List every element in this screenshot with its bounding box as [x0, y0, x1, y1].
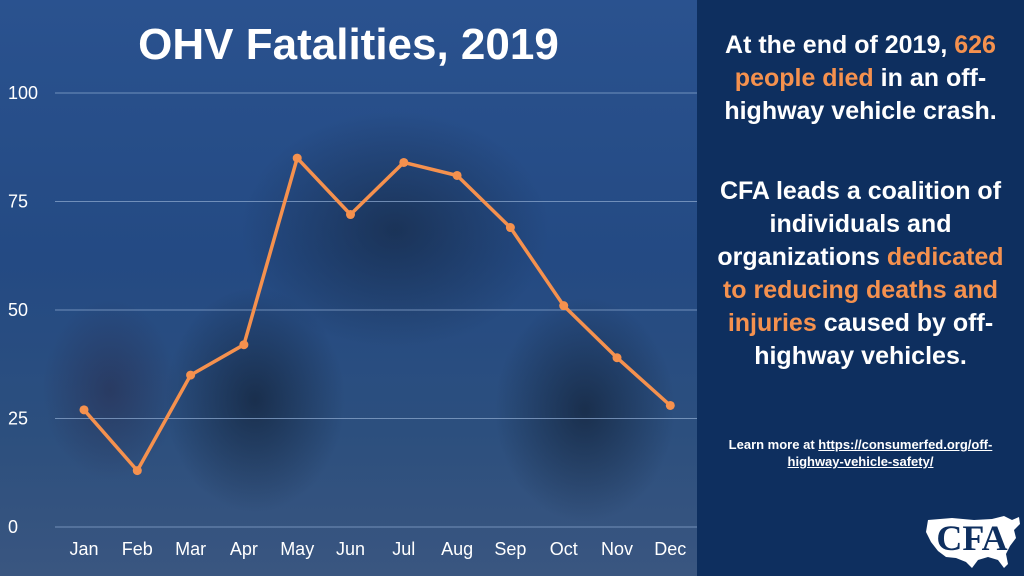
learn-more-link[interactable]: https://consumerfed.org/off-highway-vehi… — [787, 437, 993, 469]
data-point-sep — [505, 223, 515, 233]
chart-panel: 0 25 50 75 100 Jan Feb Mar Apr May Jun Jul Aug Sep Oc… — [0, 0, 697, 576]
learn-more-text: Learn more at https://consumerfed.org/of… — [709, 436, 1012, 470]
x-tick-label-jun: Jun — [336, 539, 365, 559]
x-tick-label-apr: Apr — [230, 539, 258, 559]
line-chart: 0 25 50 75 100 Jan Feb Mar Apr May Jun Jul Aug Sep Oc… — [8, 83, 697, 559]
x-tick-label-mar: Mar — [175, 539, 206, 559]
x-tick-label-jan: Jan — [69, 539, 98, 559]
series-line-path — [82, 156, 673, 473]
data-point-dec — [665, 400, 675, 410]
info-paragraph-fatalities: At the end of 2019, 626 people died in a… — [707, 29, 1014, 128]
y-tick-label-100: 100 — [8, 83, 38, 103]
highlight-text: dedicated to reducing deaths and injurie… — [722, 243, 1004, 337]
x-tick-label-nov: Nov — [601, 539, 633, 559]
series-line — [82, 156, 673, 473]
info-paragraph-coalition: CFA leads a coalition of individuals and… — [705, 175, 1016, 373]
data-point-nov — [612, 353, 622, 363]
data-point-oct — [559, 301, 569, 311]
highlight-text: 626 people died — [734, 31, 996, 92]
info-panel: At the end of 2019, 626 people died in a… — [697, 0, 1024, 576]
grid-lines — [55, 92, 697, 528]
x-tick-label-oct: Oct — [550, 539, 578, 559]
x-axis-ticks: Jan Feb Mar Apr May Jun Jul Aug Sep Oct Nov Dec — [69, 539, 686, 559]
data-point-jan — [79, 405, 89, 415]
y-tick-label-50: 50 — [8, 300, 28, 320]
x-tick-label-feb: Feb — [122, 539, 153, 559]
chart-title: OHV Fatalities, 2019 — [138, 20, 559, 69]
x-tick-label-dec: Dec — [654, 539, 686, 559]
y-tick-label-0: 0 — [8, 517, 18, 537]
info-text: At the end of 2019, — [725, 31, 948, 59]
x-tick-label-jul: Jul — [392, 539, 415, 559]
data-point-mar — [186, 370, 196, 380]
x-tick-label-aug: Aug — [441, 539, 473, 559]
x-tick-label-may: May — [280, 539, 314, 559]
data-point-jul — [399, 157, 409, 167]
cfa-logo-text: CFA — [936, 518, 1008, 558]
y-tick-label-25: 25 — [8, 409, 28, 429]
data-points — [79, 153, 675, 476]
y-tick-label-75: 75 — [8, 192, 28, 212]
data-point-apr — [239, 340, 249, 350]
data-point-may — [292, 153, 302, 163]
data-point-aug — [452, 170, 462, 180]
info-text: caused by off-highway vehicles. — [754, 309, 994, 370]
x-tick-label-sep: Sep — [494, 539, 526, 559]
data-point-jun — [346, 210, 355, 220]
info-text: CFA leads a coalition of individuals and… — [717, 177, 1002, 271]
y-axis-ticks: 0 25 50 75 100 — [8, 83, 38, 537]
learn-more-prefix: Learn more at — [728, 437, 815, 452]
info-text: in an off-highway vehicle crash. — [724, 64, 997, 125]
data-point-feb — [132, 466, 142, 476]
usa-map-icon — [926, 516, 1020, 568]
